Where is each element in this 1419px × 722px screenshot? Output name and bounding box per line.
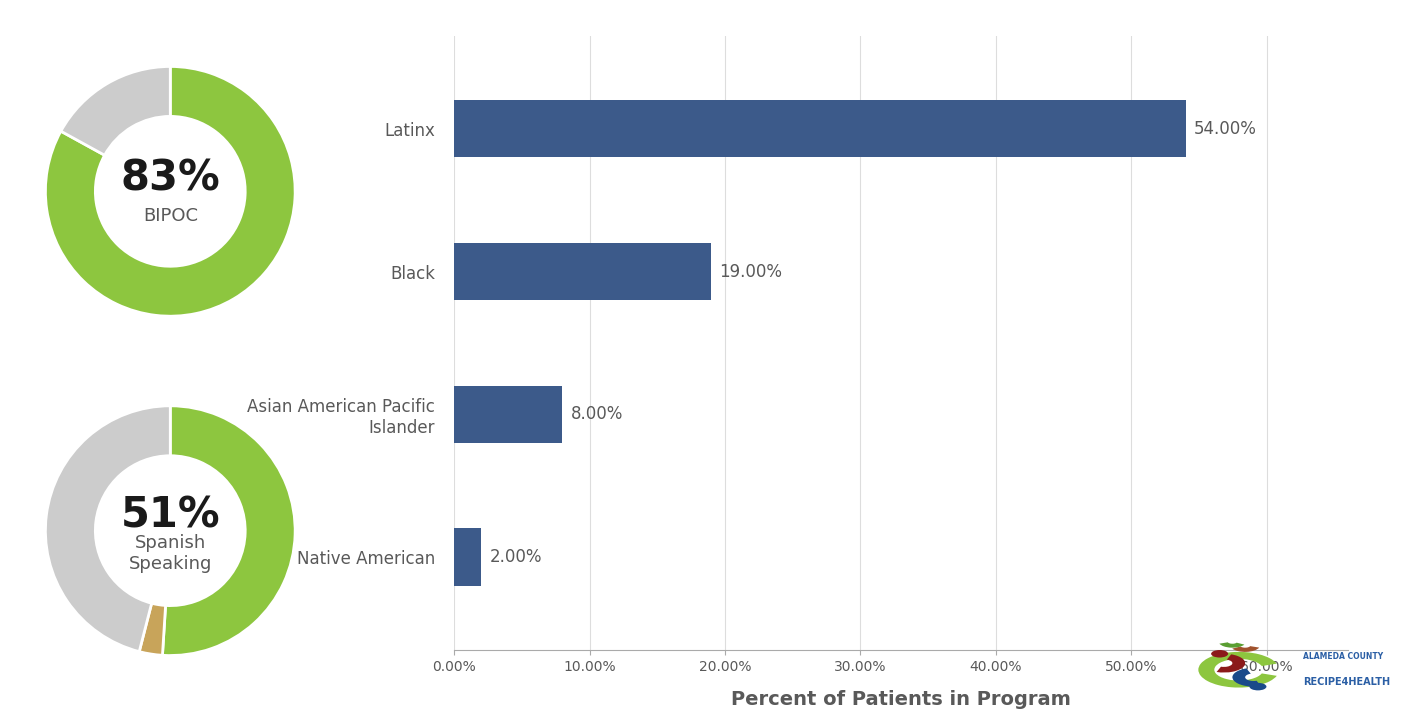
Wedge shape [61,66,170,155]
Text: 19.00%: 19.00% [719,263,782,281]
Text: 83%: 83% [121,158,220,200]
Text: 51%: 51% [121,495,220,536]
Wedge shape [45,406,170,652]
Circle shape [1212,650,1227,658]
Bar [454,100,1185,157]
Text: 8.00%: 8.00% [570,405,623,423]
Wedge shape [1219,643,1244,648]
Bar [454,529,481,586]
Text: 2.00%: 2.00% [490,548,542,566]
Wedge shape [1216,654,1244,672]
X-axis label: Percent of Patients in Program: Percent of Patients in Program [731,690,1071,709]
Text: Spanish
Speaking: Spanish Speaking [129,534,211,573]
Text: 54.00%: 54.00% [1193,120,1256,138]
Text: RECIPE4HEALTH: RECIPE4HEALTH [1303,677,1389,687]
Wedge shape [1232,646,1259,652]
Wedge shape [139,604,166,656]
Wedge shape [45,66,295,316]
Wedge shape [1233,669,1261,687]
Wedge shape [1199,652,1277,687]
Circle shape [1250,683,1267,690]
Bar [454,243,711,300]
Text: BIPOC: BIPOC [143,207,197,225]
Text: ALAMEDA COUNTY: ALAMEDA COUNTY [1303,652,1382,661]
Wedge shape [162,406,295,656]
Bar [454,386,562,443]
